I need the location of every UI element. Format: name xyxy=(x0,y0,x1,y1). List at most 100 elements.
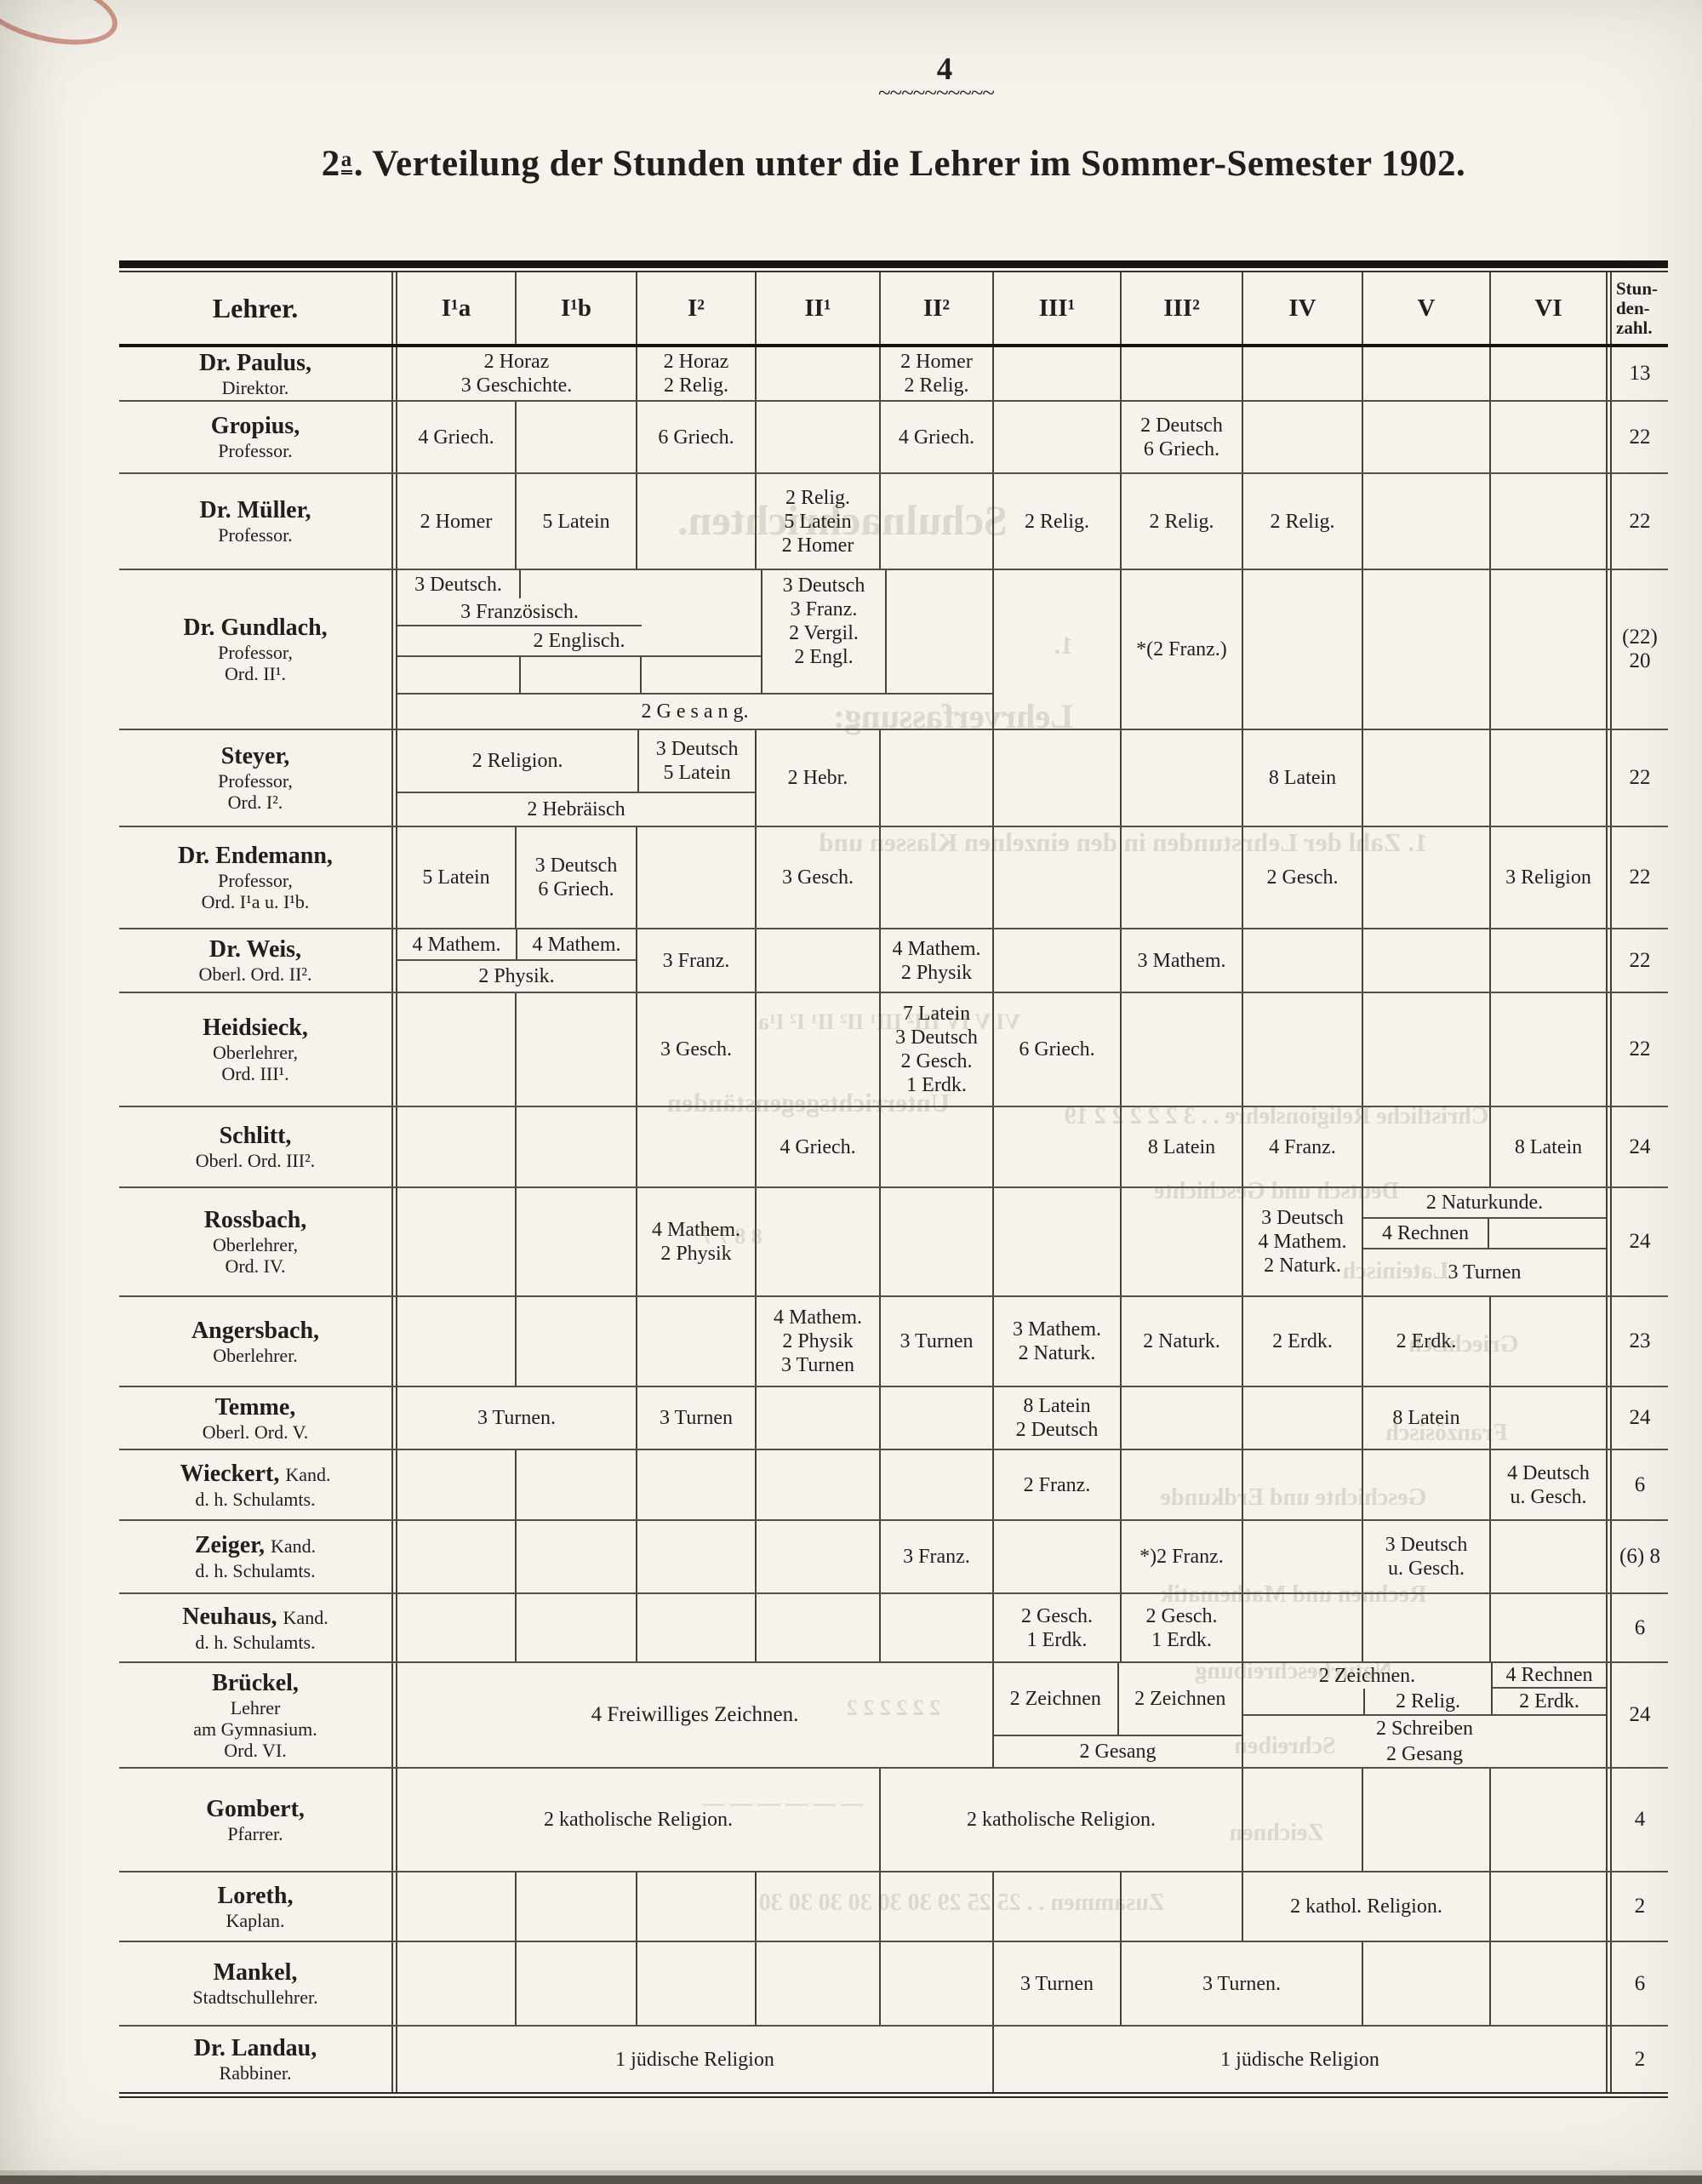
teacher-temme: Temme, Oberl. Ord. V. xyxy=(202,1393,309,1443)
weis-hours: 22 xyxy=(1606,929,1668,992)
row-steyer: Steyer, Professor, Ord. I². 2 Religion. … xyxy=(119,729,1668,826)
teacher-mankel: Mankel, Stadtschullehrer. xyxy=(192,1959,318,2008)
flourish-line: ~~~~~~~~~~ xyxy=(877,80,995,106)
page-number: 4 xyxy=(936,52,953,87)
landau-hours: 2 xyxy=(1606,2027,1668,2092)
row-landau: Dr. Landau, Rabbiner. 1 jüdische Religio… xyxy=(119,2025,1668,2092)
spacer xyxy=(1243,1689,1363,1714)
row-neuhaus: Neuhaus, Kand. d. h. Schulamts. 2 Gesch.… xyxy=(119,1592,1668,1661)
loreth-hours: 2 xyxy=(1606,1872,1668,1941)
header-V: V xyxy=(1362,272,1489,344)
title-number: 2 xyxy=(321,144,340,184)
teacher-endemann: Dr. Endemann, Professor, Ord. I¹a u. I¹b… xyxy=(178,843,333,912)
row-schlitt: Schlitt, Oberl. Ord. III². 4 Griech. 8 L… xyxy=(119,1106,1668,1186)
header-II2: II² xyxy=(879,272,992,344)
teacher-gropius: Gropius, Professor. xyxy=(210,413,300,461)
scan-edge-light xyxy=(0,2170,1702,2175)
header-VI: VI xyxy=(1489,272,1606,344)
teacher-landau: Dr. Landau, Rabbiner. xyxy=(193,2035,317,2084)
mueller-hours: 22 xyxy=(1606,474,1668,569)
brueckel-freiwilliges: 4 Freiwilliges Zeichnen. xyxy=(391,1663,992,1767)
brueckel-hours: 24 xyxy=(1606,1663,1668,1767)
gundlach-II2 xyxy=(885,570,992,693)
title-text: Verteilung der Stunden unter die Lehrer … xyxy=(363,144,1466,184)
heidsieck-hours: 22 xyxy=(1606,993,1668,1106)
row-mankel: Mankel, Stadtschullehrer. 3 Turnen 3 Tur… xyxy=(119,1941,1668,2025)
header-I2: I² xyxy=(636,272,755,344)
row-gropius: Gropius, Professor. 4 Griech. 6 Griech. … xyxy=(119,400,1668,472)
gropius-hours: 22 xyxy=(1606,402,1668,472)
angersbach-hours: 23 xyxy=(1606,1297,1668,1386)
spacer xyxy=(397,657,521,693)
teacher-gombert: Gombert, Pfarrer. xyxy=(206,1795,305,1844)
teacher-rossbach: Rossbach, Oberlehrer, Ord. IV. xyxy=(203,1207,307,1277)
red-pen-mark xyxy=(0,0,125,58)
spacer xyxy=(521,657,642,693)
steyer-hours: 22 xyxy=(1606,730,1668,826)
gundlach-II1: 3 Deutsch 3 Franz. 2 Vergil. 2 Engl. xyxy=(761,570,885,693)
title-superscript: a xyxy=(340,149,352,174)
page-title: 2a. Verteilung der Stunden unter die Leh… xyxy=(321,144,1466,184)
teacher-steyer: Steyer, Professor, Ord. I². xyxy=(218,743,293,813)
teacher-brueckel: Brückel, Lehrer am Gymnasium. Ord. VI. xyxy=(193,1669,317,1761)
teacher-wieckert: Wieckert, Kand. d. h. Schulamts. xyxy=(180,1460,331,1510)
table-bottom-rule xyxy=(119,2092,1668,2098)
teacher-schlitt: Schlitt, Oberl. Ord. III². xyxy=(195,1123,316,1171)
paulus-I1ab: 2 Horaz 3 Geschichte. xyxy=(391,347,636,400)
brueckel-III-block: 2 Zeichnen 2 Zeichnen 2 Gesang xyxy=(992,1663,1242,1767)
header-III1: III¹ xyxy=(992,272,1120,344)
row-brueckel: Brückel, Lehrer am Gymnasium. Ord. VI. 4… xyxy=(119,1661,1668,1767)
paulus-I2: 2 Horaz 2 Relig. xyxy=(636,347,755,400)
row-rossbach: Rossbach, Oberlehrer, Ord. IV. 4 Mathem.… xyxy=(119,1186,1668,1295)
steyer-hebraeisch: 2 Hebräisch xyxy=(397,792,755,826)
row-mueller: Dr. Müller, Professor. 2 Homer 5 Latein … xyxy=(119,472,1668,569)
steyer-left-block: 2 Religion. 3 Deutsch 5 Latein 2 Hebräis… xyxy=(391,730,755,826)
teacher-mueller: Dr. Müller, Professor. xyxy=(199,497,311,546)
paulus-hours: 13 xyxy=(1606,347,1668,400)
steyer-II1: 2 Hebr. xyxy=(755,730,879,826)
teacher-gundlach: Dr. Gundlach, Professor, Ord. II¹. xyxy=(183,615,328,684)
header-IV: IV xyxy=(1242,272,1362,344)
row-paulus: Dr. Paulus, Direktor. 2 Horaz 3 Geschicht… xyxy=(119,347,1668,400)
paulus-II1 xyxy=(755,347,879,400)
zeiger-hours: (6) 8 xyxy=(1606,1521,1668,1592)
neuhaus-hours: 6 xyxy=(1606,1594,1668,1661)
endemann-hours: 22 xyxy=(1606,827,1668,928)
teacher-zeiger: Zeiger, Kand. d. h. Schulamts. xyxy=(194,1532,317,1581)
row-angersbach: Angersbach, Oberlehrer. 4 Mathem. 2 Physi… xyxy=(119,1295,1668,1386)
paulus-II2: 2 Homer 2 Relig. xyxy=(879,347,992,400)
teacher-neuhaus: Neuhaus, Kand. d. h. Schulamts. xyxy=(182,1603,328,1653)
mankel-hours: 6 xyxy=(1606,1942,1668,2025)
row-temme: Temme, Oberl. Ord. V. 3 Turnen. 3 Turnen… xyxy=(119,1386,1668,1449)
teacher-loreth: Loreth, Kaplan. xyxy=(217,1882,294,1931)
row-wieckert: Wieckert, Kand. d. h. Schulamts. 2 Franz… xyxy=(119,1449,1668,1519)
table-top-rule-thin xyxy=(119,271,1668,272)
row-zeiger: Zeiger, Kand. d. h. Schulamts. 3 Franz. … xyxy=(119,1519,1668,1592)
table-top-rule xyxy=(119,260,1668,268)
row-loreth: Loreth, Kaplan. 2 kathol. Religion. 2 xyxy=(119,1871,1668,1941)
spacer xyxy=(1489,1219,1606,1248)
header-I1b: I¹b xyxy=(515,272,636,344)
temme-hours: 24 xyxy=(1606,1387,1668,1449)
gundlach-hours: (22) 20 xyxy=(1606,570,1668,729)
row-gundlach: Dr. Gundlach, Professor, Ord. II¹. 3 Deu… xyxy=(119,569,1668,729)
gundlach-III2: *(2 Franz.) xyxy=(1120,570,1242,729)
teacher-paulus: Dr. Paulus, Direktor. xyxy=(198,349,311,398)
row-gombert: Gombert, Pfarrer. 2 katholische Religion… xyxy=(119,1767,1668,1871)
weis-left-block: 4 Mathem. 4 Mathem. 2 Physik. xyxy=(391,929,636,992)
schlitt-hours: 24 xyxy=(1606,1107,1668,1186)
spacer xyxy=(642,657,761,693)
rossbach-V-VI-block: 2 Naturkunde. 4 Rechnen 3 Turnen xyxy=(1362,1188,1606,1295)
gundlach-gesang: 2 G e s a n g. xyxy=(397,693,992,729)
timetable: Lehrer. I¹a I¹b I² II¹ II² III¹ III² IV … xyxy=(119,260,1668,2098)
teacher-heidsieck: Heidsieck, Oberlehrer, Ord. III¹. xyxy=(203,1015,308,1084)
row-endemann: Dr. Endemann, Professor, Ord. I¹a u. I¹b… xyxy=(119,826,1668,928)
gombert-hours: 4 xyxy=(1606,1769,1668,1871)
wieckert-hours: 6 xyxy=(1606,1450,1668,1519)
header-lehrer: Lehrer. xyxy=(212,293,299,323)
row-heidsieck: Heidsieck, Oberlehrer, Ord. III¹. 3 Gesc… xyxy=(119,992,1668,1106)
rossbach-hours: 24 xyxy=(1606,1188,1668,1295)
header-bottom-rule xyxy=(119,344,1668,347)
teacher-weis: Dr. Weis, Oberl. Ord. II². xyxy=(198,936,312,985)
gundlach-left-block: 3 Deutsch. 3 Französisch. 2 Englisch. 3 … xyxy=(391,570,992,729)
